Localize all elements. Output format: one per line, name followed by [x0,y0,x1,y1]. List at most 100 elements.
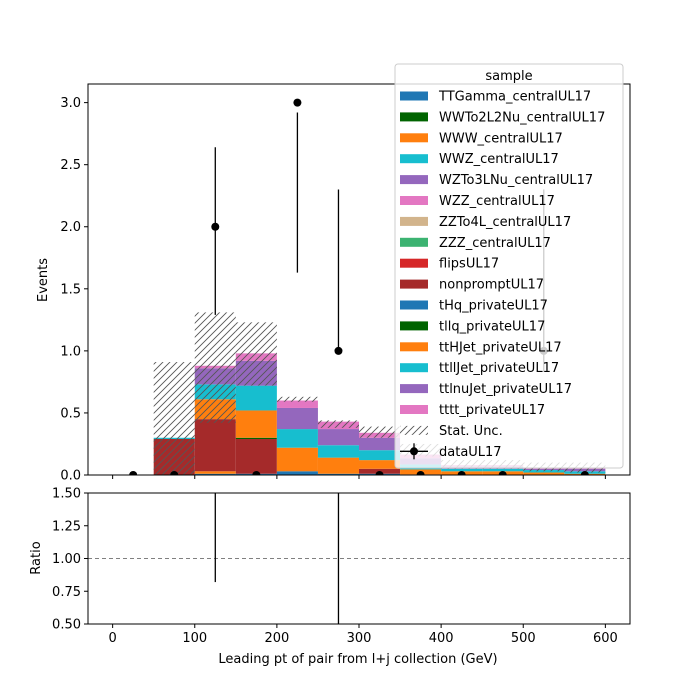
x-tick-label: 0 [108,631,116,646]
stat-unc-band-segment [194,312,236,423]
bar-segment [441,468,483,472]
legend-data-marker [410,447,418,456]
x-tick-label: 400 [429,631,454,646]
bar-segment [235,437,277,440]
data-point [334,346,343,355]
bar-segment [317,473,359,475]
data-point [211,222,220,231]
y-tick-label: 0.50 [52,618,81,633]
legend-entry-label: flipsUL17 [439,257,499,272]
bar-segment [276,429,318,448]
stat-unc-band-segment [153,362,195,475]
bar-segment [317,445,359,458]
legend-swatch [400,175,428,185]
x-tick-label: 600 [593,631,618,646]
data-point [129,471,138,475]
legend-entry-label: ZZTo4L_centralUL17 [439,215,571,230]
legend-swatch [400,196,428,205]
legend-entry-label: TTGamma_centralUL17 [438,90,591,105]
legend-swatch [400,258,428,268]
y-tick-label: 1.50 [52,487,81,502]
stat-unc-band-segment [359,426,401,438]
bar-segment [359,437,401,451]
legend-swatch [400,384,428,394]
legend-swatch-hatch [400,425,428,435]
ratio-contents [88,493,630,624]
bar-segment [235,385,277,411]
bar-segment [276,447,318,472]
legend-swatch [400,133,428,143]
bar-segment [359,460,401,469]
legend-swatch [400,216,428,226]
stat-unc-band-segment [317,420,359,428]
main-y-ticks: 0.0 0.5 1.0 1.5 2.0 2.5 3.0 [60,96,88,484]
x-tick-label: 300 [347,631,372,646]
legend-entry-label: WZZ_centralUL17 [439,194,555,209]
legend-entry-label: ttHJet_privateUL17 [439,340,562,355]
x-tick-label: 100 [182,631,207,646]
ratio-x-ticks: 0 100 200 300 400 500 600 [108,624,618,646]
stat-unc-band-segment [276,396,318,402]
data-point [416,471,425,475]
x-tick-label: 500 [511,631,536,646]
legend-entry-label: WZTo3LNu_centralUL17 [439,173,593,188]
data-point [252,471,261,475]
legend-swatch [400,237,428,247]
legend-swatch [400,112,428,122]
legend-box [394,63,624,469]
bar-segment [194,471,236,474]
bar-segment [317,429,359,446]
legend-entry-label: nonpromptUL17 [439,278,544,293]
legend-title: sample [485,69,532,84]
legend-entry-label: Stat. Unc. [439,424,503,439]
bar-segment [235,410,277,438]
y-axis-label-bottom: Ratio [29,541,44,574]
ratio-plot-frame [87,492,631,625]
ratio-y-ticks: 0.50 0.75 1.00 1.25 1.50 [52,487,88,633]
data-point [580,471,589,475]
y-tick-label: 1.00 [52,552,81,567]
legend-swatch [400,342,428,352]
bar-segment [235,439,277,474]
bar-segment [276,400,318,408]
main-x-ticks [112,475,606,479]
legend-entry-label: ZZZ_centralUL17 [439,236,551,251]
y-tick-label: 0.5 [60,406,81,421]
legend-swatch [400,321,428,331]
bar-segment [523,472,565,475]
legend-entry-label: ttllJet_privateUL17 [439,361,559,376]
legend-swatch [400,279,428,289]
bar-segment [482,468,524,472]
stat-unc-band-segment [235,322,277,386]
bar-segment [194,419,236,472]
y-tick-label: 0.75 [52,585,81,600]
legend-swatch [400,300,428,310]
y-tick-label: 3.0 [60,96,81,111]
data-point [457,471,466,475]
y-tick-label: 1.5 [60,282,81,297]
legend-entry-label: ttlnuJet_privateUL17 [439,382,572,397]
legend-swatch [400,154,428,164]
x-tick-label: 200 [264,631,289,646]
data-point [498,471,507,475]
bar-segment [317,457,359,474]
y-tick-label: 2.5 [60,158,81,173]
y-tick-label: 1.25 [52,519,81,534]
legend-entry-label: WWW_centralUL17 [439,131,563,146]
legend-entry-label: tllq_privateUL17 [439,319,545,334]
legend-swatch [400,405,428,414]
legend-entry-label: dataUL17 [439,445,502,460]
y-tick-label: 2.0 [60,220,81,235]
data-point [170,471,179,475]
legend-entry-label: WWZ_centralUL17 [439,152,559,167]
main-plot-panel: 0.0 0.5 1.0 1.5 2.0 2.5 3.0 Events [36,83,631,484]
legend-swatch [400,91,428,101]
x-axis-label: Leading pt of pair from l+j collection (… [218,652,497,667]
y-tick-label: 1.0 [60,344,81,359]
y-axis-label-top: Events [36,258,51,302]
legend-entry-label: WWTo2L2Nu_centralUL17 [439,110,605,125]
legend: sample TTGamma_centralUL17 WWTo2L2Nu_centr… [394,63,624,469]
legend-entry-label: tttt_privateUL17 [439,403,545,418]
legend-swatch [400,363,428,373]
